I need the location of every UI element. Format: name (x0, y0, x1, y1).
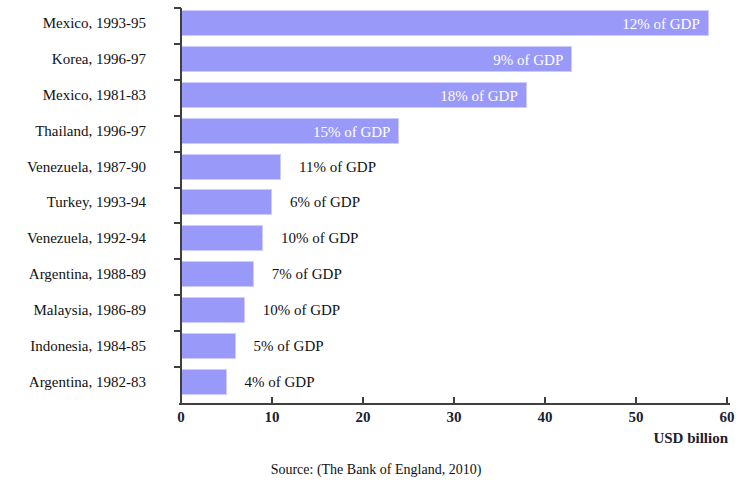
x-tick (453, 397, 455, 403)
bar (181, 333, 236, 359)
plot-area: Mexico, 1993-95 12% of GDP Korea, 1996-97 9… (0, 8, 752, 403)
category-label: Mexico, 1993-95 (0, 10, 170, 36)
y-tick (174, 366, 181, 368)
chart-row: Mexico, 1981-83 18% of GDP (0, 80, 752, 116)
chart-row: Turkey, 1993-94 6% of GDP (0, 187, 752, 223)
category-label: Thailand, 1996-97 (0, 118, 170, 144)
bar-value-label: 9% of GDP (493, 47, 563, 73)
category-label: Malaysia, 1986-89 (0, 297, 170, 323)
chart-row: Thailand, 1996-97 15% of GDP (0, 116, 752, 152)
x-tick (726, 397, 728, 403)
source-caption: Source: (The Bank of England, 2010) (0, 462, 752, 478)
bar: 18% of GDP (181, 82, 527, 108)
bar-chart-figure: Mexico, 1993-95 12% of GDP Korea, 1996-97 9… (0, 0, 752, 493)
x-tick-label: 50 (614, 409, 658, 426)
chart-row: Venezuela, 1992-94 10% of GDP (0, 223, 752, 259)
y-tick (174, 151, 181, 153)
y-tick (174, 330, 181, 332)
bar-value-label: 11% of GDP (299, 154, 376, 180)
y-axis-line (180, 8, 182, 405)
y-tick (174, 79, 181, 81)
x-tick (544, 397, 546, 403)
bar (181, 225, 263, 251)
bar-value-label: 10% of GDP (281, 225, 359, 251)
category-label: Argentina, 1988-89 (0, 261, 170, 287)
chart-row: Indonesia, 1984-85 5% of GDP (0, 331, 752, 367)
x-tick-label: 0 (159, 409, 203, 426)
y-tick (174, 294, 181, 296)
bar-value-label: 6% of GDP (290, 189, 360, 215)
x-tick (362, 397, 364, 403)
category-label: Indonesia, 1984-85 (0, 333, 170, 359)
category-label: Venezuela, 1987-90 (0, 154, 170, 180)
bar (181, 261, 254, 287)
bar-value-label: 5% of GDP (254, 333, 324, 359)
y-tick (174, 7, 181, 9)
chart-row: Malaysia, 1986-89 10% of GDP (0, 295, 752, 331)
bar-value-label: 7% of GDP (272, 261, 342, 287)
bar (181, 297, 245, 323)
x-axis-line (179, 403, 730, 405)
x-tick (635, 397, 637, 403)
category-label: Mexico, 1981-83 (0, 82, 170, 108)
bar (181, 189, 272, 215)
chart-row: Mexico, 1993-95 12% of GDP (0, 8, 752, 44)
x-tick-label: 20 (341, 409, 385, 426)
x-tick-label: 60 (705, 409, 749, 426)
bar: 12% of GDP (181, 10, 709, 36)
x-tick-label: 30 (432, 409, 476, 426)
x-tick-label: 40 (523, 409, 567, 426)
y-tick (174, 115, 181, 117)
bar: 15% of GDP (181, 118, 399, 144)
chart-row: Venezuela, 1987-90 11% of GDP (0, 152, 752, 188)
bar: 9% of GDP (181, 46, 572, 72)
chart-row: Argentina, 1982-83 4% of GDP (0, 367, 752, 403)
category-label: Korea, 1996-97 (0, 46, 170, 72)
category-label: Turkey, 1993-94 (0, 189, 170, 215)
x-tick-label: 10 (250, 409, 294, 426)
chart-row: Argentina, 1988-89 7% of GDP (0, 259, 752, 295)
bar-value-label: 18% of GDP (440, 83, 518, 109)
y-tick (174, 258, 181, 260)
bar-value-label: 4% of GDP (245, 369, 315, 395)
category-label: Venezuela, 1992-94 (0, 225, 170, 251)
category-label: Argentina, 1982-83 (0, 369, 170, 395)
chart-row: Korea, 1996-97 9% of GDP (0, 44, 752, 80)
y-tick (174, 187, 181, 189)
bar-value-label: 12% of GDP (622, 11, 700, 37)
bar-value-label: 10% of GDP (263, 297, 341, 323)
x-axis-title: USD billion (653, 430, 728, 447)
x-tick (271, 397, 273, 403)
y-tick (174, 222, 181, 224)
y-tick (174, 43, 181, 45)
bar (181, 369, 227, 395)
bar-value-label: 15% of GDP (313, 119, 391, 145)
bar (181, 154, 281, 180)
